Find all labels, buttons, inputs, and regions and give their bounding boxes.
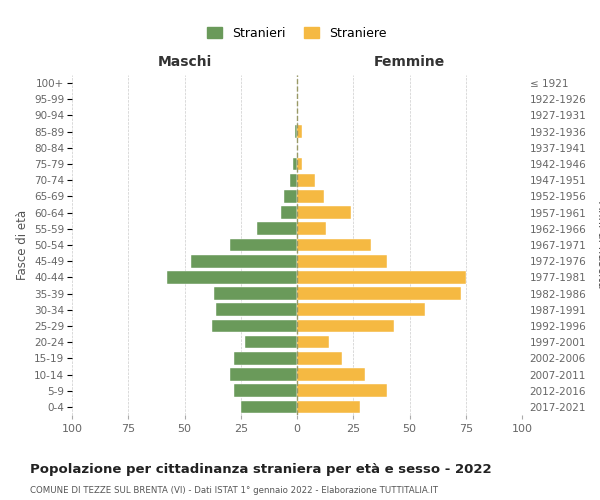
Bar [297, 271, 466, 283]
Bar [295, 126, 297, 138]
Bar [191, 255, 297, 268]
Bar [290, 174, 297, 186]
Bar [297, 174, 315, 186]
Text: COMUNE DI TEZZE SUL BRENTA (VI) - Dati ISTAT 1° gennaio 2022 - Elaborazione TUTT: COMUNE DI TEZZE SUL BRENTA (VI) - Dati I… [30, 486, 438, 495]
Bar [257, 222, 297, 235]
Text: Femmine: Femmine [374, 54, 445, 68]
Bar [281, 206, 297, 219]
Bar [297, 368, 365, 381]
Bar [297, 190, 324, 202]
Bar [214, 288, 297, 300]
Bar [234, 384, 297, 397]
Legend: Stranieri, Straniere: Stranieri, Straniere [207, 27, 387, 40]
Bar [216, 304, 297, 316]
Bar [293, 158, 297, 170]
Bar [297, 222, 326, 235]
Bar [297, 336, 329, 348]
Y-axis label: Fasce di età: Fasce di età [16, 210, 29, 280]
Bar [284, 190, 297, 202]
Bar [241, 400, 297, 413]
Bar [234, 352, 297, 364]
Bar [297, 238, 371, 252]
Y-axis label: Anni di nascita: Anni di nascita [595, 202, 600, 288]
Bar [229, 238, 297, 252]
Bar [297, 400, 360, 413]
Bar [297, 384, 387, 397]
Bar [167, 271, 297, 283]
Bar [297, 288, 461, 300]
Bar [297, 158, 302, 170]
Bar [212, 320, 297, 332]
Bar [297, 352, 342, 364]
Bar [297, 126, 302, 138]
Text: Maschi: Maschi [157, 54, 212, 68]
Bar [229, 368, 297, 381]
Bar [245, 336, 297, 348]
Bar [297, 304, 425, 316]
Bar [297, 255, 387, 268]
Text: Popolazione per cittadinanza straniera per età e sesso - 2022: Popolazione per cittadinanza straniera p… [30, 462, 491, 475]
Bar [297, 206, 351, 219]
Bar [297, 320, 394, 332]
